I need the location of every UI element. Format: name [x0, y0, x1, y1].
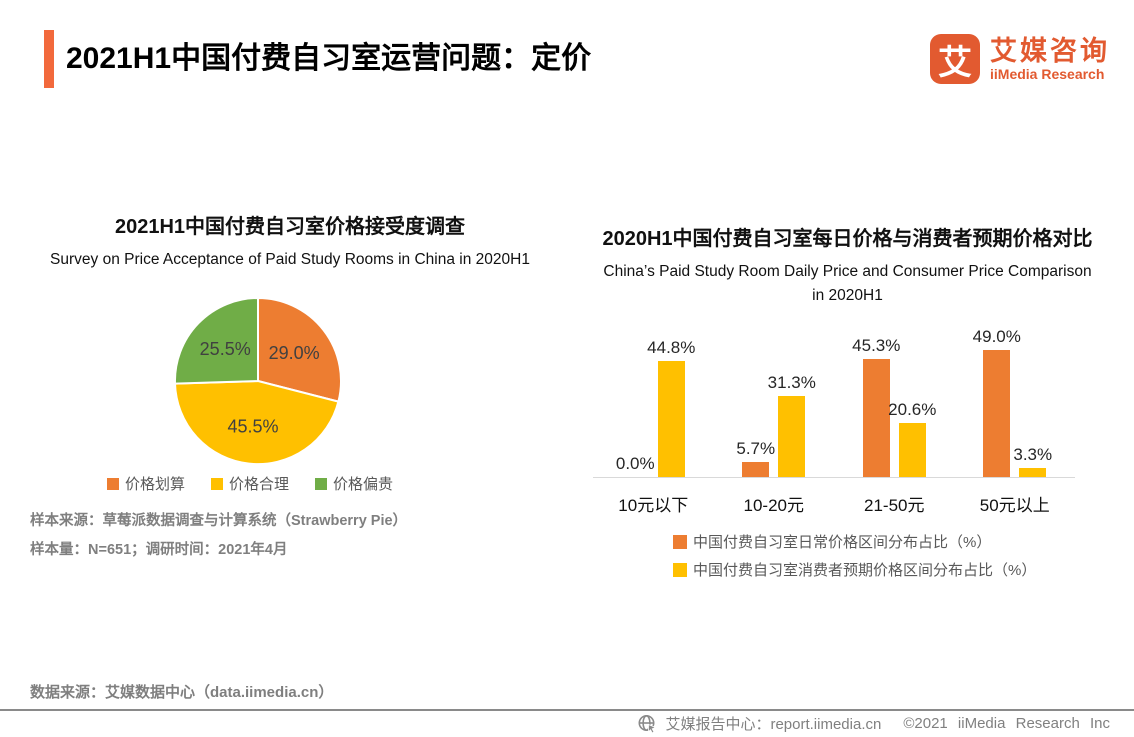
bar-category-label: 21-50元: [864, 496, 925, 515]
bar-wrap: 49.0%: [973, 327, 1021, 477]
pie-legend-item: 价格合理: [210, 473, 289, 494]
pie-legend-item: 价格划算: [106, 473, 185, 494]
bar-legend-label: 中国付费自习室消费者预期价格区间分布占比（%）: [693, 562, 1037, 579]
footer: 艾媒报告中心：report.iimedia.cn ©2021 iiMedia R…: [637, 713, 1110, 734]
bar-wrap: 44.8%: [647, 338, 695, 477]
pie-slice-价格偏贵: [173, 296, 259, 385]
pie-value-label: 25.5%: [200, 339, 251, 359]
bar-value-label: 31.3%: [767, 372, 816, 392]
bar-rect: [742, 462, 770, 477]
legend-swatch-icon: [673, 562, 687, 577]
title-accent-bar: [44, 30, 54, 88]
bar-rect: [898, 423, 926, 477]
globe-cursor-icon: [637, 714, 658, 734]
bar-category-label: 50元以上: [979, 496, 1050, 515]
bar-chart-subtitle-line1: China’s Paid Study Room Daily Price and …: [603, 263, 1092, 280]
footer-divider: [0, 709, 1134, 711]
pie-legend-item: 价格偏贵: [315, 473, 393, 494]
bar-wrap: 20.6%: [888, 400, 936, 477]
pie-value-label: 29.0%: [269, 343, 320, 363]
footer-copyright: ©2021 iiMedia Research Inc: [903, 715, 1110, 732]
bar-chart-subtitle-line2: in 2020H1: [812, 287, 883, 304]
bar-wrap: 0.0%: [616, 454, 655, 477]
pie-slice-价格合理: [173, 379, 340, 466]
bar-rect: [862, 359, 890, 477]
iimedia-logo-icon: 艾: [930, 34, 980, 84]
bar-group-10-20元: 5.7% 31.3%: [714, 320, 835, 477]
bar-rect: [1019, 468, 1047, 477]
logo-text: 艾媒咨询 iiMedia Research: [990, 36, 1110, 82]
bar-legend-item: 中国付费自习室日常价格区间分布占比（%）: [673, 531, 991, 552]
pie-value-label: 45.5%: [227, 416, 278, 436]
pie-chart-section: 2021H1中国付费自习室价格接受度调查 Survey on Price Acc…: [30, 210, 550, 565]
bar-rect: [983, 349, 1011, 477]
bar-value-label: 5.7%: [736, 439, 776, 459]
bar-category-label: 10元以下: [618, 496, 689, 515]
legend-swatch-icon: [315, 477, 327, 490]
bar-value-label: 20.6%: [888, 400, 937, 420]
bar-chart-categories: 10元以下 10-20元 21-50元 50元以上: [593, 491, 1075, 516]
pie-legend-label: 价格合理: [228, 476, 289, 493]
sample-source-line2: 样本量：N=651；调研时间：2021年4月: [30, 542, 288, 558]
data-source: 数据来源：艾媒数据中心（data.iimedia.cn）: [30, 684, 334, 701]
bar-chart-legend: 中国付费自习室日常价格区间分布占比（%） 中国付费自习室消费者预期价格区间分布占比…: [673, 531, 1130, 580]
bar-chart-plot: 0.0% 44.8% 5.7% 31.3% 45.3% 20.6% 49.0% 3.3%: [593, 320, 1075, 478]
bar-chart-subtitle: China’s Paid Study Room Daily Price and …: [565, 260, 1130, 308]
logo-glyph: 艾: [938, 43, 972, 82]
bar-chart-section: 2020H1中国付费自习室每日价格与消费者预期价格对比 China’s Paid…: [565, 222, 1130, 580]
footer-report-center: 艾媒报告中心：report.iimedia.cn: [665, 716, 882, 733]
bar-rect: [778, 395, 806, 477]
bar-legend-item: 中国付费自习室消费者预期价格区间分布占比（%）: [673, 559, 1036, 580]
bar-group-10元以下: 0.0% 44.8%: [593, 320, 714, 477]
bar-rect: [657, 360, 685, 477]
pie-legend-label: 价格划算: [124, 476, 185, 493]
pie-chart-subtitle: Survey on Price Acceptance of Paid Study…: [50, 251, 530, 268]
brand-logo: 艾 艾媒咨询 iiMedia Research: [930, 34, 1110, 84]
pie-chart-title: 2021H1中国付费自习室价格接受度调查: [114, 216, 466, 238]
logo-name-cn: 艾媒咨询: [990, 36, 1110, 66]
pie-legend-label: 价格偏贵: [333, 476, 394, 493]
pie-chart: 29.0% 45.5% 25.5%: [173, 296, 342, 466]
bar-category-label: 10-20元: [743, 496, 804, 515]
bar-value-label: 3.3%: [1013, 445, 1053, 465]
bar-value-label: 49.0%: [972, 326, 1021, 346]
bar-wrap: 31.3%: [768, 373, 816, 477]
bar-wrap: 3.3%: [1013, 445, 1052, 477]
bar-wrap: 45.3%: [852, 336, 900, 477]
page-title: 2021H1中国付费自习室运营问题：定价: [66, 42, 592, 75]
bar-legend-label: 中国付费自习室日常价格区间分布占比（%）: [693, 534, 992, 551]
sample-source: 样本来源：草莓派数据调查与计算系统（Strawberry Pie） 样本量：N=…: [30, 507, 550, 565]
bar-value-label: 44.8%: [647, 337, 696, 357]
logo-name-en: iiMedia Research: [990, 66, 1105, 82]
legend-swatch-icon: [106, 477, 119, 490]
bar-chart-title: 2020H1中国付费自习室每日价格与消费者预期价格对比: [602, 228, 1093, 250]
legend-swatch-icon: [210, 477, 223, 490]
bar-group-50元以上: 49.0% 3.3%: [955, 320, 1076, 477]
legend-swatch-icon: [673, 534, 687, 549]
bar-group-21-50元: 45.3% 20.6%: [834, 320, 955, 477]
sample-source-line1: 样本来源：草莓派数据调查与计算系统（Strawberry Pie）: [30, 513, 408, 529]
pie-slice-价格划算: [257, 296, 342, 403]
bar-value-label: 0.0%: [615, 454, 655, 473]
bar-wrap: 5.7%: [736, 439, 775, 477]
bar-value-label: 45.3%: [852, 336, 901, 356]
pie-legend: 价格划算 价格合理 价格偏贵: [0, 473, 510, 494]
